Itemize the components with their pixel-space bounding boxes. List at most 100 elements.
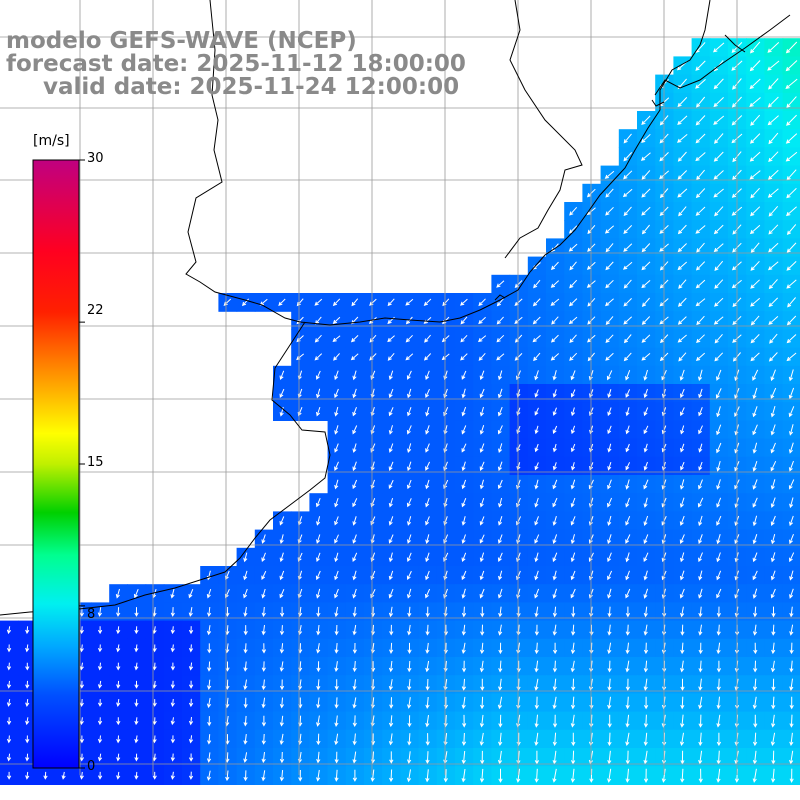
wind-arrow	[243, 570, 248, 581]
wind-arrow	[661, 768, 666, 783]
wind-arrow	[677, 224, 687, 235]
wind-arrow	[170, 753, 175, 762]
wind-arrow	[352, 370, 357, 381]
wind-arrow	[625, 624, 630, 636]
wind-arrow	[479, 388, 485, 399]
wind-arrow	[643, 461, 648, 471]
wind-arrow	[461, 498, 467, 508]
wind-arrow	[588, 534, 594, 544]
wind-arrow	[461, 642, 466, 655]
wind-arrow	[334, 570, 339, 581]
wind-arrow	[679, 570, 685, 581]
wind-arrow	[679, 515, 685, 526]
wind-arrow	[569, 279, 578, 289]
wind-arrow	[607, 642, 612, 655]
wind-arrow	[788, 479, 795, 490]
wind-arrow	[443, 714, 448, 728]
wind-arrow	[625, 425, 630, 435]
wind-arrow	[6, 680, 12, 689]
wind-arrow	[425, 588, 431, 599]
wind-arrow	[534, 624, 539, 636]
wind-arrow	[641, 316, 651, 325]
wind-arrow	[623, 279, 632, 289]
wind-arrow	[423, 353, 432, 361]
wind-arrow	[261, 752, 266, 764]
wind-arrow	[570, 443, 576, 453]
wind-arrow	[534, 588, 540, 599]
wind-arrow	[698, 425, 703, 435]
wind-arrow	[641, 115, 651, 126]
wind-arrow	[770, 552, 776, 563]
wind-arrow	[680, 696, 685, 710]
wind-arrow	[243, 770, 248, 782]
wind-arrow	[552, 588, 557, 599]
wind-arrow	[714, 260, 724, 272]
wind-arrow	[713, 151, 724, 162]
wind-arrow	[134, 607, 139, 617]
wind-arrow	[607, 497, 613, 508]
wind-arrow	[388, 388, 394, 399]
wind-arrow	[479, 425, 485, 435]
wind-arrow	[786, 224, 797, 236]
wind-arrow	[352, 588, 357, 599]
wind-arrow	[498, 642, 503, 655]
wind-arrow	[680, 768, 685, 783]
wind-arrow	[715, 388, 722, 399]
wind-arrow	[785, 151, 798, 162]
wind-arrow	[461, 624, 466, 636]
wind-arrow	[570, 660, 575, 673]
wind-arrow	[498, 678, 503, 691]
wind-arrow	[134, 735, 139, 744]
wind-arrow	[516, 660, 521, 673]
wind-arrow	[641, 170, 651, 180]
wind-arrow	[279, 733, 284, 745]
wind-arrow	[279, 370, 285, 380]
wind-arrow	[789, 534, 794, 545]
wind-arrow	[316, 661, 321, 673]
wind-arrow	[625, 570, 630, 581]
wind-arrow	[207, 661, 212, 672]
wind-arrow	[279, 534, 284, 545]
wind-arrow	[352, 498, 358, 508]
wind-arrow	[333, 353, 340, 361]
wind-arrow	[79, 680, 85, 689]
wind-arrow	[498, 768, 503, 783]
wind-arrow	[188, 735, 194, 744]
wind-arrow	[607, 570, 613, 581]
wind-arrow	[788, 406, 795, 418]
wind-arrow	[389, 624, 394, 636]
wind-arrow	[388, 733, 393, 746]
wind-arrow	[461, 769, 466, 783]
wind-arrow	[334, 497, 339, 508]
wind-arrow	[243, 552, 248, 563]
wind-arrow	[534, 479, 539, 490]
wind-arrow	[206, 625, 212, 636]
wind-arrow	[696, 242, 705, 253]
wind-arrow	[770, 405, 776, 418]
wind-arrow	[788, 369, 794, 382]
wind-arrow	[716, 406, 721, 418]
wind-arrow	[425, 751, 430, 765]
wind-arrow	[785, 41, 798, 54]
wind-arrow	[716, 732, 722, 747]
wind-arrow	[641, 206, 651, 216]
wind-arrow	[713, 188, 724, 198]
wind-arrow	[588, 370, 594, 381]
wind-arrow	[641, 188, 651, 198]
wind-arrow	[589, 389, 594, 398]
wind-arrow	[497, 750, 503, 765]
wind-arrow	[552, 642, 558, 655]
lat-lon-grid	[0, 0, 800, 775]
wind-arrow	[406, 425, 412, 435]
wind-arrow	[25, 680, 30, 689]
wind-arrow	[552, 750, 557, 765]
wind-arrow	[552, 370, 557, 381]
title-model: modelo GEFS-WAVE (NCEP)	[6, 28, 357, 54]
wind-arrow	[352, 407, 357, 417]
wind-arrow	[188, 717, 194, 726]
wind-arrow	[352, 769, 358, 782]
wind-arrow	[316, 516, 321, 526]
wind-arrow	[425, 406, 430, 417]
wind-arrow	[79, 699, 84, 707]
wind-arrow	[752, 570, 758, 581]
